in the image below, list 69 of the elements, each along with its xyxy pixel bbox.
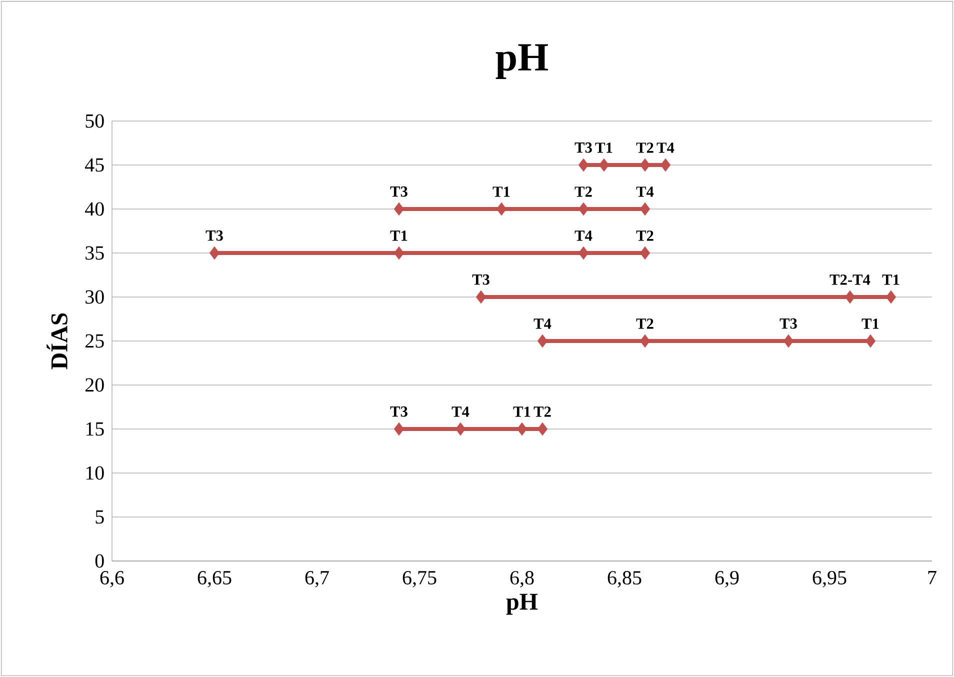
data-label: T2 xyxy=(636,142,654,153)
data-label: T4 xyxy=(656,142,674,153)
y-tick-label: 30 xyxy=(86,290,104,304)
x-tick-label: 6,65 xyxy=(198,571,232,588)
data-label: T3 xyxy=(472,274,490,285)
point xyxy=(598,158,610,172)
y-tick-label: 15 xyxy=(86,422,104,436)
data-label: T2 xyxy=(636,230,654,241)
point xyxy=(578,158,589,172)
data-label: T4 xyxy=(534,318,552,329)
data-label: T1 xyxy=(882,274,900,285)
point xyxy=(476,290,486,304)
point xyxy=(640,158,650,172)
point xyxy=(209,246,220,260)
point xyxy=(640,202,650,216)
data-label: T2 xyxy=(534,406,551,417)
x-tick-label: 6,9 xyxy=(715,571,739,588)
data-label: T3 xyxy=(780,318,797,329)
x-tick-label: 6,7 xyxy=(305,571,329,588)
x-axis-title: pH xyxy=(506,594,538,615)
y-tick-label: 35 xyxy=(86,246,104,260)
point xyxy=(394,422,404,436)
y-tick-label: 25 xyxy=(86,334,104,348)
y-tick-label: 5 xyxy=(96,510,104,524)
data-label: T3 xyxy=(390,406,408,417)
x-tick-label: 6,6 xyxy=(100,571,124,588)
point xyxy=(455,422,466,436)
data-label: T2-T4 xyxy=(830,274,870,285)
data-label: T2 xyxy=(574,186,592,197)
point xyxy=(578,246,589,260)
point xyxy=(394,202,404,216)
point xyxy=(496,202,507,216)
point xyxy=(394,246,404,260)
x-tick-label: 7 xyxy=(928,571,936,584)
data-label: T4 xyxy=(452,406,470,417)
x-tick-label: 6,85 xyxy=(608,571,642,588)
data-label: T1 xyxy=(492,186,510,197)
y-tick-label: 45 xyxy=(85,158,104,172)
y-tick-label: 0 xyxy=(95,554,104,568)
data-label: T3 xyxy=(574,142,592,153)
data-label: T1 xyxy=(513,406,530,417)
y-axis-title: DÍAS xyxy=(46,313,68,370)
point xyxy=(886,290,896,304)
x-tick-label: 6,8 xyxy=(510,571,534,588)
point xyxy=(865,334,876,348)
data-label: T1 xyxy=(390,230,408,241)
point xyxy=(660,158,671,172)
point xyxy=(844,290,856,304)
point xyxy=(516,422,528,436)
point xyxy=(640,246,650,260)
data-label: T3 xyxy=(390,186,408,197)
chart-title: pH xyxy=(496,44,548,79)
y-tick-label: 40 xyxy=(85,202,104,216)
y-tick-label: 50 xyxy=(86,114,104,128)
data-label: T4 xyxy=(574,230,592,241)
point xyxy=(640,334,650,348)
y-tick-label: 10 xyxy=(86,466,104,480)
data-label: T1 xyxy=(595,142,612,153)
data-label: T3 xyxy=(206,230,223,241)
data-label: T1 xyxy=(862,318,879,329)
data-label: T2 xyxy=(636,318,654,329)
x-tick-label: 6,75 xyxy=(402,571,436,588)
point xyxy=(537,422,548,436)
point xyxy=(537,334,548,348)
point xyxy=(783,334,794,348)
point xyxy=(578,202,589,216)
x-tick-label: 6,95 xyxy=(812,571,846,588)
y-tick-label: 20 xyxy=(86,378,104,392)
data-label: T4 xyxy=(636,186,654,197)
